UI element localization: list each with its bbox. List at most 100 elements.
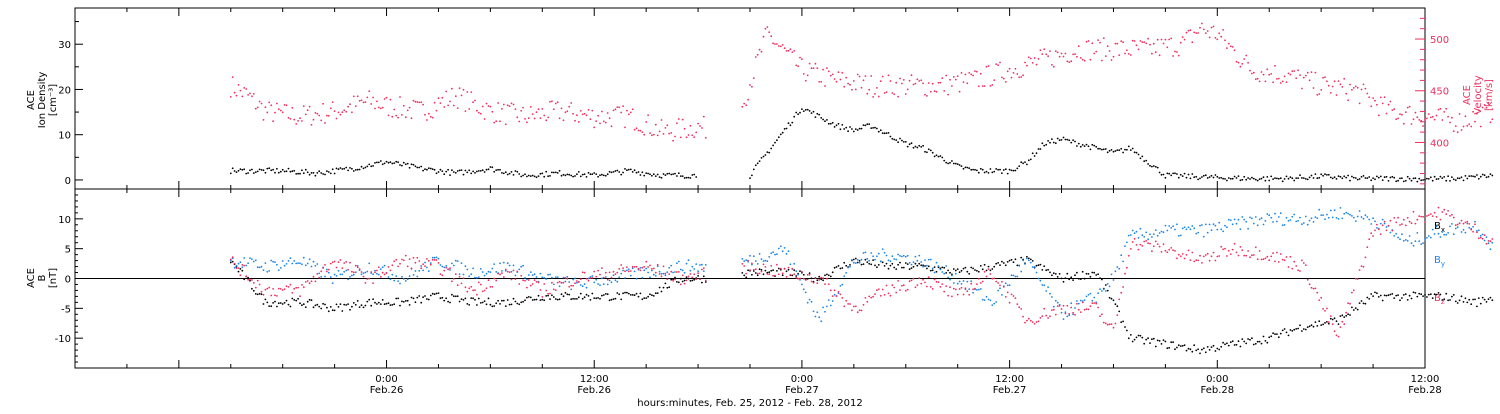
bx-point [354, 303, 357, 306]
velocity-point [445, 90, 448, 93]
bz-point [495, 279, 498, 282]
by-point [1279, 212, 1282, 215]
velocity-point [862, 79, 865, 82]
bx-point [816, 279, 819, 282]
velocity-point [937, 81, 940, 84]
bz-point [924, 281, 926, 284]
by-point [1049, 292, 1051, 295]
bz-point [941, 283, 944, 285]
velocity-point [747, 98, 749, 101]
velocity-point [643, 133, 646, 136]
bz-point [912, 277, 915, 280]
bz-point [1252, 254, 1255, 256]
by-point [760, 258, 763, 260]
velocity-point [1489, 121, 1492, 124]
bx-point [1418, 292, 1421, 295]
by-point [1095, 301, 1098, 304]
density-point [1127, 145, 1130, 148]
by-point [670, 264, 673, 267]
by-point [1479, 234, 1482, 237]
by-point [922, 265, 924, 268]
density-point [1089, 148, 1092, 151]
bx-point [910, 267, 913, 269]
velocity-point [247, 94, 250, 96]
bx-point [1429, 293, 1432, 296]
velocity-point [1181, 36, 1184, 38]
density-point [768, 151, 771, 154]
velocity-point [891, 92, 894, 94]
x-tick-label-time: 0:00 [375, 374, 397, 385]
velocity-point [1077, 45, 1080, 48]
bfield-y-tick-label: 0 [65, 275, 71, 286]
density-point [862, 124, 865, 126]
density-point [1058, 139, 1061, 142]
by-point [1416, 232, 1419, 234]
by-point [324, 275, 326, 278]
bz-point [1256, 258, 1259, 261]
velocity-point [1429, 116, 1432, 119]
density-point [1097, 147, 1099, 150]
velocity-point [1274, 64, 1276, 67]
velocity-point [299, 117, 301, 120]
density-point [1135, 151, 1138, 154]
by-point [624, 277, 626, 279]
density-point [576, 173, 578, 176]
bx-point [976, 269, 978, 272]
velocity-point [662, 133, 665, 135]
by-point [997, 289, 999, 292]
density-point [785, 127, 788, 130]
density-point [374, 162, 376, 164]
bz-point [506, 270, 509, 273]
velocity-point [641, 131, 644, 134]
density-point [1164, 176, 1167, 179]
bx-point [995, 262, 998, 265]
bz-point [889, 294, 892, 297]
velocity-point [581, 113, 584, 116]
bx-point [1077, 277, 1080, 280]
bz-point [1220, 245, 1223, 248]
by-point [1195, 232, 1198, 235]
by-point [906, 254, 909, 257]
bz-point [1145, 240, 1148, 242]
bx-point [997, 262, 999, 264]
density-point [758, 160, 761, 163]
bx-point [1318, 320, 1321, 323]
velocity-point [245, 88, 248, 90]
density-point [376, 161, 378, 164]
bx-point [845, 264, 848, 267]
bx-point [908, 268, 911, 271]
density-point [1151, 165, 1153, 168]
bz-point [1052, 308, 1055, 311]
velocity-point [268, 101, 271, 104]
velocity-point [1197, 32, 1199, 34]
density-point [831, 121, 834, 124]
velocity-point [416, 101, 419, 103]
bx-point [1047, 268, 1049, 271]
bz-point [1039, 317, 1042, 319]
bx-point [972, 267, 974, 270]
density-point [533, 175, 536, 178]
velocity-point [976, 70, 978, 73]
by-point [766, 260, 769, 263]
density-point [389, 161, 392, 164]
bx-point [1472, 298, 1474, 301]
velocity-point [841, 71, 844, 74]
bz-point [633, 266, 636, 268]
velocity-point [1087, 40, 1090, 42]
bx-point [1156, 339, 1159, 342]
bz-point [812, 281, 815, 284]
bx-point [312, 306, 315, 309]
bz-point [410, 267, 413, 270]
bx-point [452, 295, 455, 298]
bz-point [702, 267, 705, 269]
bx-point [612, 298, 615, 300]
by-point [470, 273, 473, 276]
bx-point [483, 300, 486, 302]
by-point [768, 256, 771, 258]
bx-point [887, 267, 890, 270]
by-point [341, 273, 344, 276]
bz-point [1429, 213, 1432, 215]
bz-point [1108, 323, 1111, 326]
velocity-point [779, 45, 782, 48]
bfield-axis-title-line-3: [nT] [48, 268, 59, 288]
